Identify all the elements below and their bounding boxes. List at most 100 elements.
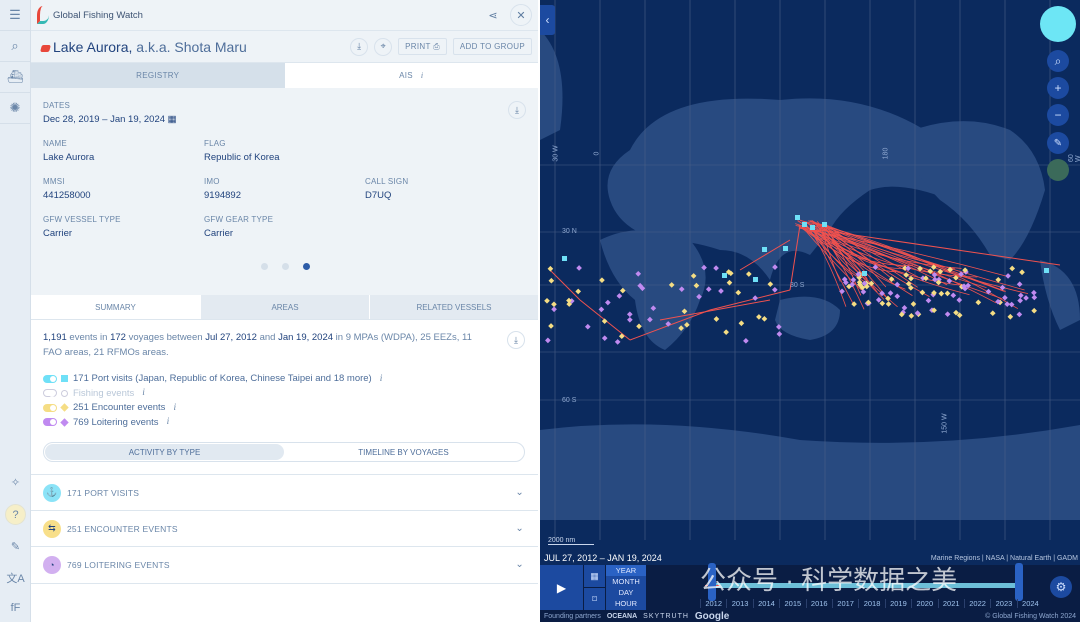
loitering-marker (958, 271, 964, 277)
field-value: Carrier (204, 228, 234, 239)
interval-month[interactable]: MONTH (612, 577, 640, 586)
interval-hour[interactable]: HOUR (614, 599, 638, 608)
registry-section: DATES Dec 28, 2019 – Jan 19, 2024 ▦ ⤓ NA… (31, 88, 538, 295)
watermark: 公众号 · 科学数据之美 (700, 565, 958, 595)
bookmark-button[interactable]: ⌑ (584, 588, 605, 610)
event-toggle[interactable] (43, 403, 57, 412)
timebar-settings-button[interactable]: ⚙ (1050, 576, 1072, 598)
port-visit-marker (810, 225, 815, 230)
timebar-start-handle[interactable] (708, 563, 716, 601)
zoom-in-button[interactable]: + (1047, 77, 1069, 99)
help-icon[interactable]: ? (5, 504, 26, 525)
timebar-year[interactable]: 2017 (831, 599, 858, 608)
menu-icon[interactable]: ☰ (0, 0, 30, 31)
calendar-button[interactable]: ▦ (584, 565, 605, 587)
loitering-marker (894, 293, 901, 300)
search-map-button[interactable]: ⌕ (1047, 50, 1069, 72)
timebar-year[interactable]: 2018 (858, 599, 884, 608)
loitering-marker (965, 282, 971, 289)
encounter-marker (859, 284, 866, 291)
brand-name: Global Fishing Watch (53, 9, 143, 21)
download-button[interactable]: ⤓ (350, 37, 369, 56)
info-icon[interactable]: i (142, 388, 145, 398)
registry-field (365, 139, 526, 163)
vessel-icon[interactable]: ⛴ (0, 62, 30, 93)
tab-related-vessels[interactable]: RELATED VESSELS (369, 295, 538, 319)
user-icon[interactable]: fF (10, 602, 21, 614)
tab-areas[interactable]: AREAS (200, 295, 369, 319)
encounter-marker (995, 276, 1002, 283)
accordion-anchor[interactable]: ⚓ 171 PORT VISITS ⌄ (31, 474, 538, 510)
download-summary-button[interactable]: ⤓ (507, 331, 525, 349)
timebar-year[interactable]: 2014 (752, 599, 779, 608)
zoom-out-button[interactable]: − (1047, 104, 1069, 126)
timebar-year[interactable]: 2022 (963, 599, 990, 608)
chevron-down-icon[interactable]: ⌄ (515, 523, 524, 534)
language-icon[interactable]: 文A (6, 573, 25, 585)
center-on-map-button[interactable]: ⌖ (374, 37, 393, 56)
timebar-year[interactable]: 2013 (726, 599, 752, 608)
timebar-year[interactable]: 2024 (1016, 599, 1043, 608)
info-icon[interactable]: i (166, 417, 170, 427)
partner-oceana[interactable]: OCEANA (606, 612, 638, 620)
interval-day[interactable]: DAY (618, 588, 634, 597)
feedback-icon[interactable]: ✎ (10, 541, 21, 553)
close-button[interactable]: ✕ (510, 4, 532, 26)
tab-ais[interactable]: AIS i (284, 63, 538, 88)
collapse-panel-button[interactable]: ‹ (540, 5, 555, 35)
registry-field: GFW VESSEL TYPE Carrier (43, 215, 204, 239)
timebar-year[interactable]: 2020 (911, 599, 937, 608)
timebar-end-handle[interactable] (1015, 563, 1023, 601)
minimap-globe[interactable] (1040, 6, 1076, 42)
timebar-year[interactable]: 2016 (805, 599, 832, 608)
timebar-year[interactable]: 2019 (884, 599, 911, 608)
tab-summary[interactable]: SUMMARY (31, 295, 200, 319)
accordion-transfer[interactable]: ⇆ 251 ENCOUNTER EVENTS ⌄ (31, 510, 538, 546)
event-toggle[interactable] (43, 374, 57, 383)
share-icon[interactable]: ⋖ (488, 9, 498, 22)
grid-label: 30 S (790, 282, 805, 289)
event-toggle[interactable] (43, 389, 57, 397)
loitering-marker (1004, 301, 1011, 307)
timeline-by-voyages-button[interactable]: TIMELINE BY VOYAGES (358, 447, 449, 457)
timebar-year[interactable]: 2012 (700, 599, 726, 608)
tab-registry[interactable]: REGISTRY (31, 63, 285, 88)
activity-by-type-button[interactable]: ACTIVITY BY TYPE (45, 444, 284, 460)
transfer-icon: ⇆ (43, 519, 61, 538)
loitering-marker (772, 264, 778, 270)
info-icon[interactable]: i (173, 402, 177, 413)
basemap-button[interactable] (1047, 159, 1069, 181)
encounter-marker (975, 299, 982, 306)
print-button[interactable]: PRINT ⎙ (398, 38, 447, 55)
play-button[interactable]: ▶ (540, 565, 583, 610)
accordion-loitering[interactable]: ◔ 769 LOITERING EVENTS ⌄ (31, 546, 538, 582)
track-line (821, 227, 841, 282)
partner-skytruth[interactable]: SKYTRUTH (643, 612, 689, 620)
download-registry-button[interactable]: ⤓ (508, 101, 526, 119)
interval-year[interactable]: YEAR (606, 565, 646, 576)
sparkle-icon[interactable]: ✧ (10, 477, 21, 489)
event-label: 251 Encounter events (73, 402, 166, 413)
accordion-label: 251 ENCOUNTER EVENTS (67, 523, 178, 534)
search-icon[interactable]: ⌕ (0, 31, 30, 62)
field-value: Lake Aurora (43, 152, 95, 163)
event-toggle[interactable] (43, 418, 57, 426)
chevron-down-icon[interactable]: ⌄ (515, 559, 524, 570)
track-line (739, 239, 791, 271)
loitering-marker (665, 321, 672, 327)
timebar-year[interactable]: 2023 (990, 599, 1016, 608)
loitering-marker (776, 324, 782, 330)
add-to-group-button[interactable]: ADD TO GROUP (452, 38, 532, 55)
timebar-year[interactable]: 2021 (937, 599, 964, 608)
africa (600, 230, 706, 350)
field-label: IMO (204, 177, 220, 186)
pagination-dots[interactable] (261, 263, 310, 270)
timebar-year[interactable]: 2015 (779, 599, 805, 608)
chevron-down-icon[interactable]: ⌄ (515, 487, 524, 498)
ruler-button[interactable]: ✎ (1047, 132, 1069, 154)
field-label: NAME (43, 139, 67, 148)
info-icon[interactable]: i (379, 373, 383, 384)
turtle-icon[interactable]: ✺ (0, 93, 30, 124)
partner-google[interactable]: Google (694, 610, 730, 622)
